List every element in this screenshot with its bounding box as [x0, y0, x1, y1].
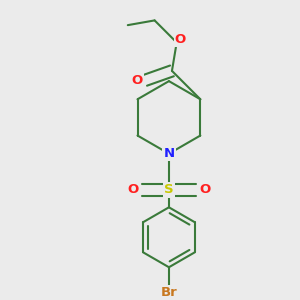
Text: O: O — [132, 74, 143, 87]
Text: S: S — [164, 184, 174, 196]
Text: O: O — [128, 184, 139, 196]
Text: N: N — [164, 147, 175, 160]
Text: O: O — [175, 33, 186, 46]
Text: O: O — [199, 184, 210, 196]
Text: Br: Br — [160, 286, 177, 299]
